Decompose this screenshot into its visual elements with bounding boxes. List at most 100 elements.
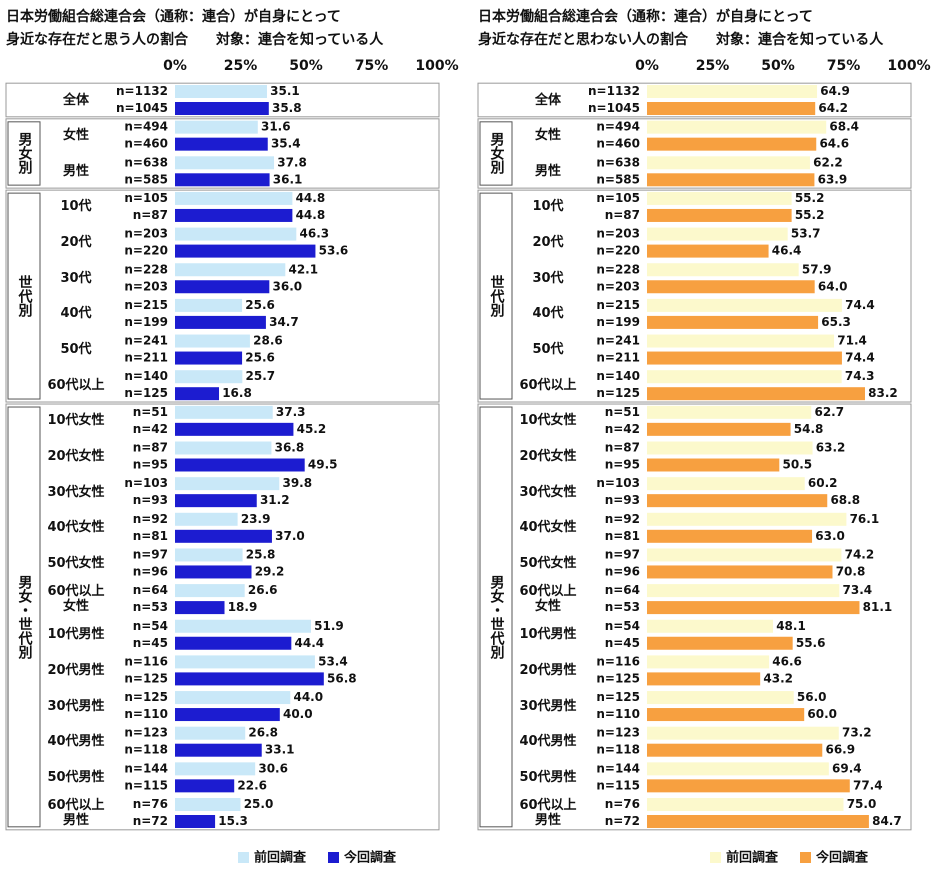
category-label: 女性 <box>534 128 561 144</box>
n-label: n=45 <box>133 636 168 650</box>
category-label-box: 40代男性 <box>519 734 576 749</box>
group-frame <box>5 403 440 831</box>
value-label: 68.4 <box>829 120 859 134</box>
bar <box>647 548 842 562</box>
value-label: 74.2 <box>845 547 875 561</box>
category-label: 20代女性 <box>519 449 577 464</box>
chart-title: 日本労働組合総連合会（通称：連合）が自身にとって <box>6 8 341 25</box>
category-label: 50代 <box>60 342 92 358</box>
n-label: n=118 <box>124 743 168 757</box>
x-tick-label: 100% <box>415 58 458 74</box>
bar <box>647 422 791 436</box>
category-label-box: 50代女性 <box>519 556 576 571</box>
value-label: 36.8 <box>275 441 305 455</box>
category-label-box: 20代女性 <box>47 449 105 464</box>
n-label: n=211 <box>596 351 640 365</box>
bar <box>647 387 865 401</box>
group-frame <box>5 118 440 189</box>
x-tick-label: 0% <box>635 58 659 74</box>
n-label: n=76 <box>605 797 640 811</box>
bar <box>647 102 816 115</box>
value-label: 66.9 <box>825 743 855 757</box>
x-tick-label: 75% <box>827 58 861 74</box>
value-label: 55.2 <box>795 191 825 205</box>
n-label: n=105 <box>596 191 640 205</box>
value-label: 44.8 <box>296 208 326 222</box>
bar <box>647 370 842 384</box>
category-label-box: 60代以上 男性 <box>519 798 576 828</box>
n-label: n=53 <box>133 600 168 614</box>
bar <box>647 477 805 491</box>
group-label-frame <box>7 406 41 828</box>
category-label: 10代女性 <box>519 413 577 429</box>
group-label-frame <box>479 192 513 400</box>
bar <box>175 584 245 598</box>
value-label: 70.8 <box>836 564 866 578</box>
bar <box>647 691 794 705</box>
bar <box>175 85 267 98</box>
bar <box>175 370 243 384</box>
n-label: n=1045 <box>588 101 640 115</box>
n-label: n=1132 <box>588 84 640 98</box>
n-label: n=72 <box>605 814 640 828</box>
value-label: 65.3 <box>821 315 851 329</box>
category-label-box: 30代女性 <box>519 484 577 500</box>
category-label-box: 全体 <box>62 92 89 108</box>
category-label: 20代女性 <box>47 449 105 464</box>
n-label: n=140 <box>596 369 640 383</box>
value-label: 26.8 <box>248 726 278 740</box>
value-label: 35.1 <box>270 84 300 98</box>
bar <box>175 762 256 776</box>
n-label: n=144 <box>596 761 640 775</box>
n-label: n=144 <box>124 761 168 775</box>
category-label-box: 60代以上 男性 <box>47 798 105 828</box>
n-label: n=125 <box>124 671 168 685</box>
value-label: 64.0 <box>818 279 848 293</box>
n-label: n=51 <box>133 405 168 419</box>
n-label: n=241 <box>124 334 168 348</box>
category-label: 10代男性 <box>519 627 577 643</box>
bar <box>647 405 812 419</box>
n-label: n=97 <box>133 547 168 561</box>
value-label: 84.7 <box>872 814 902 828</box>
bar <box>647 156 810 170</box>
category-label: 50代男性 <box>519 769 577 785</box>
category-label-box: 10代女性 <box>519 413 577 429</box>
category-label-box: 10代 <box>60 199 91 214</box>
n-label: n=87 <box>605 208 640 222</box>
bar <box>647 191 792 205</box>
category-label: 50代女性 <box>47 555 105 571</box>
n-label: n=116 <box>596 654 640 668</box>
bar <box>175 387 220 401</box>
bar <box>175 137 268 151</box>
category-label: 30代女性 <box>519 484 577 500</box>
category-label: 60代以上 男性 <box>47 798 105 828</box>
value-label: 68.8 <box>830 493 860 507</box>
category-label-box: 女性 <box>534 128 561 144</box>
x-tick-label: 0% <box>163 58 187 74</box>
n-label: n=93 <box>133 493 168 507</box>
bar <box>647 779 850 793</box>
value-label: 64.2 <box>818 101 848 115</box>
bar <box>175 512 238 526</box>
category-label: 男性 <box>534 163 561 179</box>
category-label: 30代 <box>532 270 564 286</box>
category-label: 10代男性 <box>47 627 105 643</box>
n-label: n=42 <box>605 422 640 436</box>
bar <box>647 173 815 187</box>
group-frame <box>477 403 912 831</box>
bar <box>175 779 235 793</box>
category-label-box: 10代男性 <box>519 627 577 643</box>
n-label: n=54 <box>133 619 168 633</box>
category-label-box: 50代男性 <box>519 769 577 785</box>
category-label: 30代 <box>60 270 92 286</box>
category-label: 20代男性 <box>47 662 105 678</box>
n-label: n=203 <box>124 279 168 293</box>
category-label-box: 10代 <box>532 199 563 214</box>
category-label: 全体 <box>62 92 89 108</box>
n-label: n=64 <box>605 583 640 597</box>
n-label: n=93 <box>605 493 640 507</box>
n-label: n=638 <box>124 155 168 169</box>
value-label: 29.2 <box>255 564 285 578</box>
value-label: 37.8 <box>277 155 307 169</box>
